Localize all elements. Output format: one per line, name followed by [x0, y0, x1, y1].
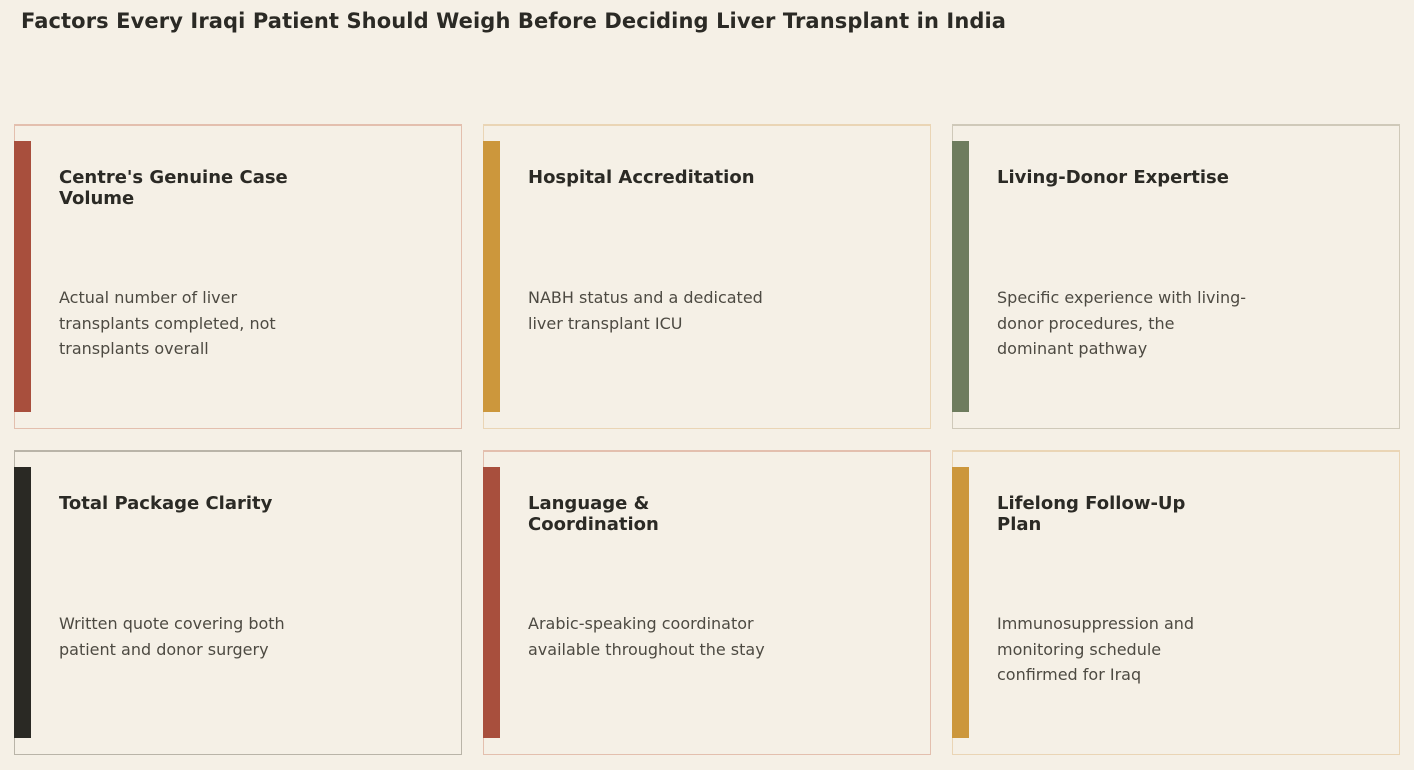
- card-accent-bar: [14, 141, 31, 412]
- card-accent-bar: [483, 141, 500, 412]
- factor-card-language: Language & Coordination Arabic-speaking …: [483, 450, 931, 755]
- card-accent-bar: [14, 467, 31, 738]
- card-accent-bar: [952, 467, 969, 738]
- card-title: Language & Coordination: [528, 493, 659, 535]
- card-accent-bar: [483, 467, 500, 738]
- page-title: Factors Every Iraqi Patient Should Weigh…: [21, 9, 1007, 33]
- factor-card-package-clarity: Total Package Clarity Written quote cove…: [14, 450, 462, 755]
- card-description: Actual number of liver transplants compl…: [59, 288, 276, 358]
- factor-card-follow-up: Lifelong Follow-Up Plan Immunosuppressio…: [952, 450, 1400, 755]
- card-title: Total Package Clarity: [59, 493, 273, 514]
- card-title: Hospital Accreditation: [528, 167, 755, 188]
- card-description: Written quote covering both patient and …: [59, 614, 285, 659]
- card-title: Lifelong Follow-Up Plan: [997, 493, 1186, 535]
- factor-card-case-volume: Centre's Genuine Case Volume Actual numb…: [14, 124, 462, 429]
- card-title: Living-Donor Expertise: [997, 167, 1229, 188]
- card-description: Specific experience with living-donor pr…: [997, 288, 1247, 358]
- card-description: Immunosuppression and monitoring schedul…: [997, 614, 1195, 684]
- factor-card-living-donor: Living-Donor Expertise Specific experien…: [952, 124, 1400, 429]
- factor-card-accreditation: Hospital Accreditation NABH status and a…: [483, 124, 931, 429]
- card-description: NABH status and a dedicated liver transp…: [528, 288, 763, 333]
- card-description: Arabic-speaking coordinator available th…: [528, 614, 765, 659]
- card-title: Centre's Genuine Case Volume: [59, 167, 288, 209]
- card-accent-bar: [952, 141, 969, 412]
